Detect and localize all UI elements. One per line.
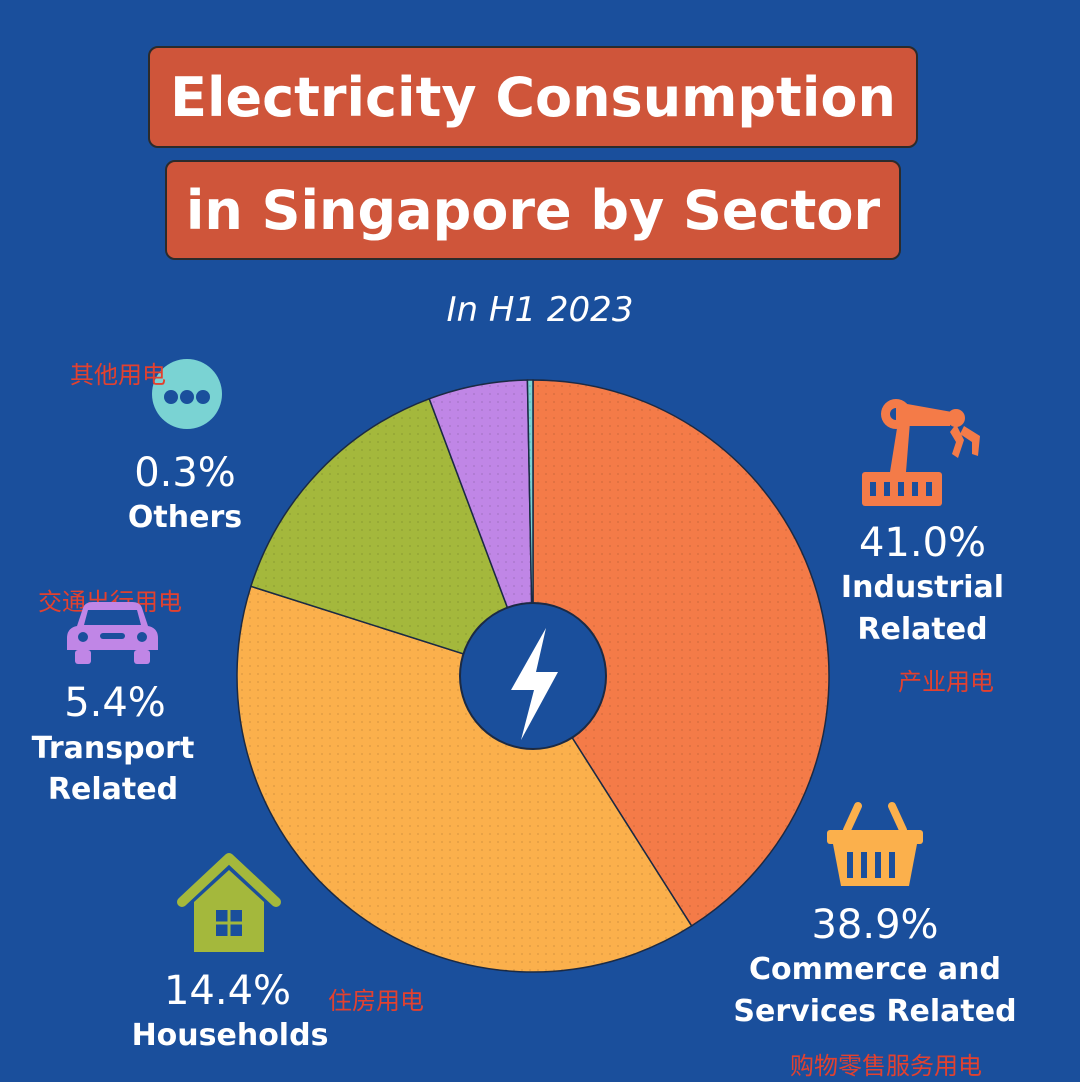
lightning-bolt-icon [511, 628, 558, 740]
title-line-2: in Singapore by Sector [165, 160, 901, 260]
households-cn-label: 住房用电 [328, 987, 424, 1015]
others-percent: 0.3% [134, 450, 236, 496]
chart-subtitle: In H1 2023 [446, 290, 634, 330]
industrial-label-line1: Industrial [840, 570, 1005, 605]
pie-slice-texture-industrial-related [533, 380, 830, 926]
households-label: Households [131, 1018, 329, 1053]
pie-slice-texture-households [250, 398, 533, 676]
others-label: Others [127, 500, 243, 535]
commerce-percent: 38.9% [811, 902, 939, 948]
commerce-label-line1: Commerce and [749, 952, 1001, 987]
industrial-label-line2: Related [857, 612, 988, 647]
transport-label-line1: Transport [31, 731, 195, 766]
pie-slice-texture-others [527, 380, 533, 676]
more-dots-icon [152, 359, 222, 429]
house-icon [177, 853, 281, 952]
industrial-cn-label: 产业用电 [898, 668, 994, 696]
pie-slice-texture-commerce-and-services-related [236, 586, 692, 973]
transport-percent: 5.4% [64, 680, 166, 726]
car-icon [67, 602, 158, 664]
others-cn-label: 其他用电 [70, 361, 166, 389]
industrial-percent: 41.0% [858, 520, 987, 566]
pie-slice-texture-transport-related [429, 380, 533, 676]
households-percent: 14.4% [163, 968, 292, 1014]
title-line-1: Electricity Consumption [148, 46, 918, 148]
transport-label-line2: Related [47, 772, 179, 807]
shopping-basket-icon [827, 802, 923, 886]
commerce-cn-label: 购物零售服务用电 [790, 1052, 982, 1080]
robot-arm-icon [862, 399, 980, 506]
commerce-label-line2: Services Related [733, 994, 1017, 1029]
